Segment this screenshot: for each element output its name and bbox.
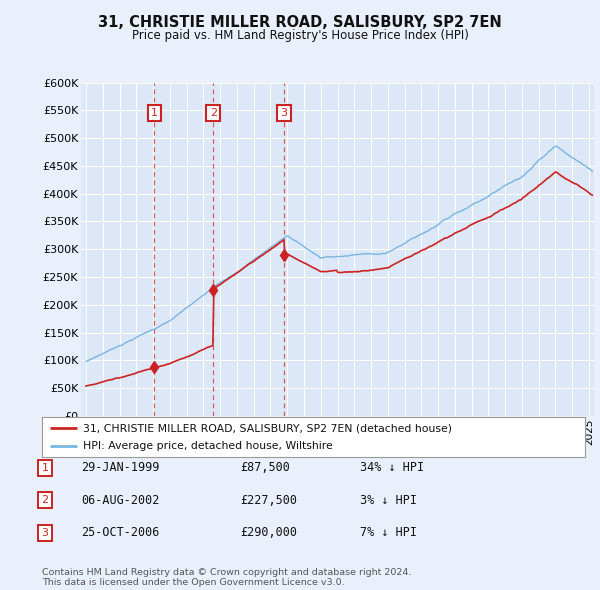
Text: 06-AUG-2002: 06-AUG-2002: [81, 494, 160, 507]
Text: 2: 2: [41, 496, 49, 505]
Text: £87,500: £87,500: [240, 461, 290, 474]
Text: Price paid vs. HM Land Registry's House Price Index (HPI): Price paid vs. HM Land Registry's House …: [131, 30, 469, 42]
Text: 1: 1: [151, 108, 158, 118]
Text: 31, CHRISTIE MILLER ROAD, SALISBURY, SP2 7EN: 31, CHRISTIE MILLER ROAD, SALISBURY, SP2…: [98, 15, 502, 30]
Text: 1: 1: [41, 463, 49, 473]
Text: 25-OCT-2006: 25-OCT-2006: [81, 526, 160, 539]
Text: 2: 2: [210, 108, 217, 118]
Text: 3: 3: [41, 528, 49, 537]
Text: 29-JAN-1999: 29-JAN-1999: [81, 461, 160, 474]
Text: 7% ↓ HPI: 7% ↓ HPI: [360, 526, 417, 539]
Text: 31, CHRISTIE MILLER ROAD, SALISBURY, SP2 7EN (detached house): 31, CHRISTIE MILLER ROAD, SALISBURY, SP2…: [83, 424, 452, 434]
Text: £227,500: £227,500: [240, 494, 297, 507]
Text: HPI: Average price, detached house, Wiltshire: HPI: Average price, detached house, Wilt…: [83, 441, 332, 451]
Text: 3: 3: [281, 108, 287, 118]
Text: 3% ↓ HPI: 3% ↓ HPI: [360, 494, 417, 507]
Text: £290,000: £290,000: [240, 526, 297, 539]
Text: 34% ↓ HPI: 34% ↓ HPI: [360, 461, 424, 474]
Text: Contains HM Land Registry data © Crown copyright and database right 2024.
This d: Contains HM Land Registry data © Crown c…: [42, 568, 412, 587]
